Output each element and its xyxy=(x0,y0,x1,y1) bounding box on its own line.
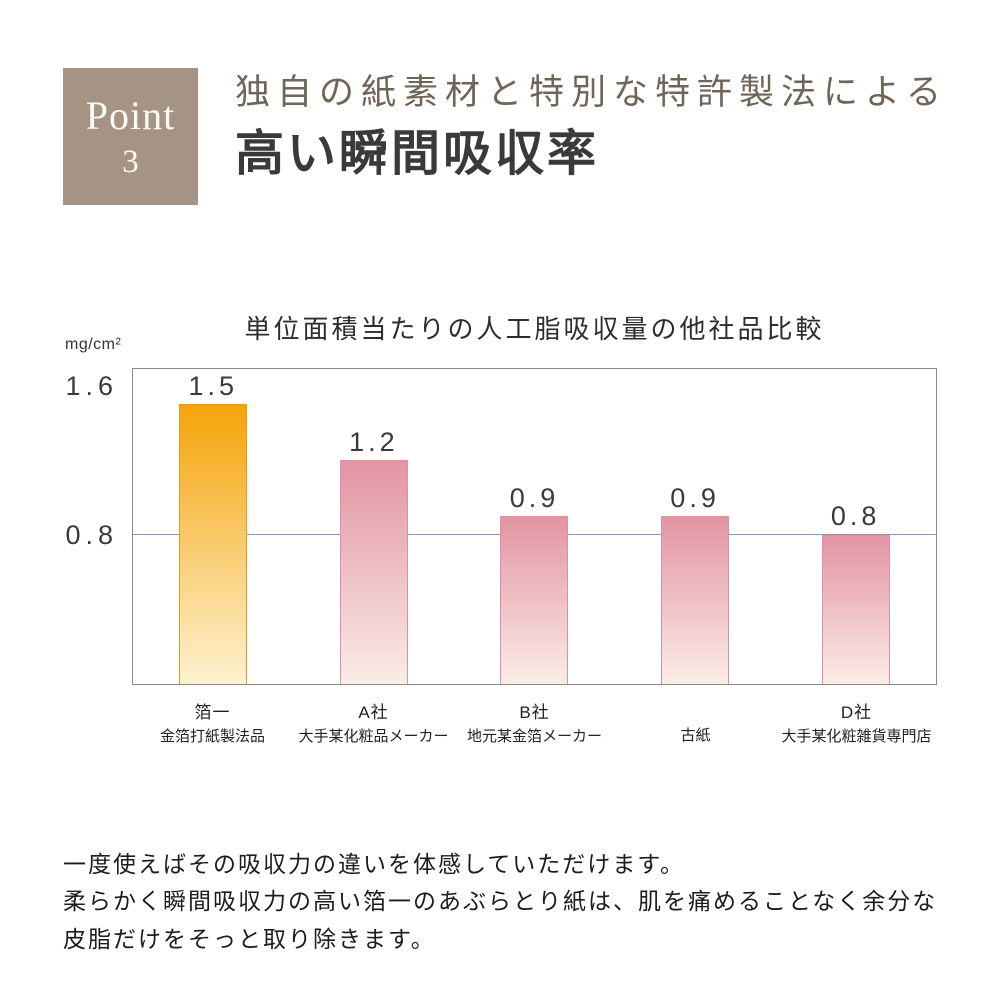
category-label: D社大手某化粧雑貨専門店 xyxy=(776,698,937,746)
header: Point 3 独自の紙素材と特別な特許製法による 高い瞬間吸収率 xyxy=(0,0,1000,205)
bar-group: 0.9 xyxy=(615,369,776,684)
category-label-line2: 地元某金箔メーカー xyxy=(466,728,602,745)
bar xyxy=(821,534,890,684)
category-label: B社地元某金箔メーカー xyxy=(454,698,615,746)
headings: 独自の紙素材と特別な特許製法による 高い瞬間吸収率 xyxy=(235,68,948,182)
bar-chart: 単位面積当たりの人工脂吸収量の他社品比較 mg/cm² 1.6 0.8 1.5 1.… xyxy=(65,309,939,746)
bar-value-label: 0.9 xyxy=(509,482,560,513)
y-tick-label: 0.8 xyxy=(65,519,118,550)
point-badge-number: 3 xyxy=(122,144,139,180)
y-axis: mg/cm² 1.6 0.8 xyxy=(65,336,132,685)
bar-group: 1.2 xyxy=(294,369,455,684)
description-line: 皮脂だけをそっと取り除きます。 xyxy=(63,925,436,952)
description-line: 柔らかく瞬間吸収力の高い箔一のあぶらとり紙は、肌を痛めることなく余分な xyxy=(63,888,938,915)
subtitle: 独自の紙素材と特別な特許製法による xyxy=(235,73,948,112)
point-badge-label: Point xyxy=(85,93,176,138)
category-label-line2: 金箔打紙製法品 xyxy=(159,728,265,745)
bar-value-label: 0.8 xyxy=(830,501,881,532)
category-label: A社大手某化粧品メーカー xyxy=(293,698,454,746)
category-label-line1: D社 xyxy=(840,703,873,722)
bar xyxy=(500,516,569,684)
bars: 1.5 1.2 0.9 0.9 0.8 xyxy=(133,369,936,684)
bar xyxy=(339,460,408,684)
bar xyxy=(661,516,730,684)
bar-value-label: 0.9 xyxy=(670,482,720,513)
page-title: 高い瞬間吸収率 xyxy=(235,127,600,181)
category-label-line2: 大手某化粧品メーカー xyxy=(298,728,449,745)
category-label-line1: 箔一 xyxy=(194,703,231,722)
bar-group: 0.9 xyxy=(454,369,615,684)
bar-group: 1.5 xyxy=(133,369,294,684)
category-label: 箔一 金箔打紙製法品 xyxy=(132,698,293,746)
bar-value-label: 1.2 xyxy=(349,426,399,457)
category-label-line1: B社 xyxy=(519,703,550,722)
chart-title: 単位面積当たりの人工脂吸収量の他社品比較 xyxy=(244,314,825,344)
category-label-line1 xyxy=(615,698,776,722)
x-labels: 箔一 金箔打紙製法品 A社 大手某化粧品メーカー B社 地元某金箔メーカー 古紙 D社 大手某化… xyxy=(132,698,937,746)
bar xyxy=(179,404,248,684)
category-label: 古紙 xyxy=(615,698,776,746)
plot-area: 1.5 1.2 0.9 0.9 0.8 xyxy=(132,368,937,685)
description-line: 一度使えばその吸収力の違いを体感していただけます。 xyxy=(63,851,686,877)
bar-value-label: 1.5 xyxy=(188,370,239,401)
description-text: 一度使えばその吸収力の違いを体感していただけます。 柔らかく瞬間吸収力の高い箔一… xyxy=(63,846,1000,958)
category-label-line1: A社 xyxy=(358,703,389,722)
chart-body: mg/cm² 1.6 0.8 1.5 1.2 0.9 0.9 0.8 xyxy=(65,336,939,685)
bar-group: 0.8 xyxy=(775,369,936,684)
point-badge: Point 3 xyxy=(63,68,198,205)
y-tick-label: 1.6 xyxy=(65,370,118,401)
category-label-line2: 古紙 xyxy=(680,727,711,744)
category-label-line2: 大手某化粧雑貨専門店 xyxy=(781,728,932,745)
y-axis-unit-label: mg/cm² xyxy=(65,336,122,353)
